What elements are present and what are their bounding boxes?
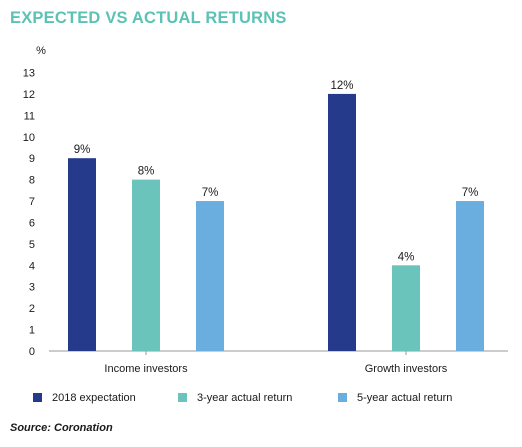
bar — [328, 93, 356, 351]
legend-swatch — [178, 392, 187, 402]
y-axis-unit-label: % — [36, 45, 46, 57]
legend-swatch — [33, 392, 42, 402]
bar — [456, 201, 484, 351]
source-note: Source: Coronation — [10, 422, 113, 434]
legend-label: 5-year actual return — [357, 392, 453, 404]
legend-item-5-year-actual-return: 5-year actual return — [338, 392, 452, 404]
legend-item-2018-expectation: 2018 expectation — [33, 392, 136, 404]
legend-label: 2018 expectation — [52, 392, 136, 404]
legend-item-3-year-actual-return: 3-year actual return — [178, 392, 292, 404]
bar-value-label: 8% — [138, 166, 155, 178]
y-tick-label: 11 — [24, 110, 35, 122]
legend-swatch — [338, 392, 347, 402]
x-category-label: Income investors — [104, 363, 188, 375]
bar-value-label: 4% — [398, 251, 415, 263]
bar-value-label: 9% — [74, 144, 91, 156]
x-axis-category-labels: Income investors Growth investors — [104, 351, 448, 375]
y-tick-label: 12 — [23, 89, 35, 101]
y-tick-label: 1 — [29, 325, 35, 337]
bar — [392, 265, 420, 351]
bar — [68, 158, 96, 351]
y-tick-label: 7 — [29, 196, 35, 208]
bar-value-label: 7% — [202, 187, 219, 199]
y-tick-label: 10 — [23, 132, 35, 144]
y-tick-label: 6 — [29, 217, 35, 229]
x-category-label: Growth investors — [365, 363, 448, 375]
chart-title: EXPECTED VS ACTUAL RETURNS — [10, 9, 287, 27]
bar-series: 9% 12% 8% 4% 7% 7% — [68, 80, 484, 351]
y-tick-label: 4 — [29, 260, 35, 272]
y-tick-label: 5 — [29, 239, 35, 251]
y-tick-label: 9 — [29, 153, 35, 165]
y-tick-label: 0 — [29, 346, 35, 358]
bar — [196, 201, 224, 351]
bar-value-label: 12% — [330, 80, 353, 92]
y-tick-label: 3 — [29, 282, 35, 294]
y-tick-label: 13 — [23, 68, 35, 80]
bar-value-label: 7% — [462, 187, 479, 199]
legend-label: 3-year actual return — [197, 392, 293, 404]
bar — [132, 179, 160, 351]
y-tick-label: 8 — [29, 175, 35, 187]
y-tick-label: 2 — [29, 303, 35, 315]
